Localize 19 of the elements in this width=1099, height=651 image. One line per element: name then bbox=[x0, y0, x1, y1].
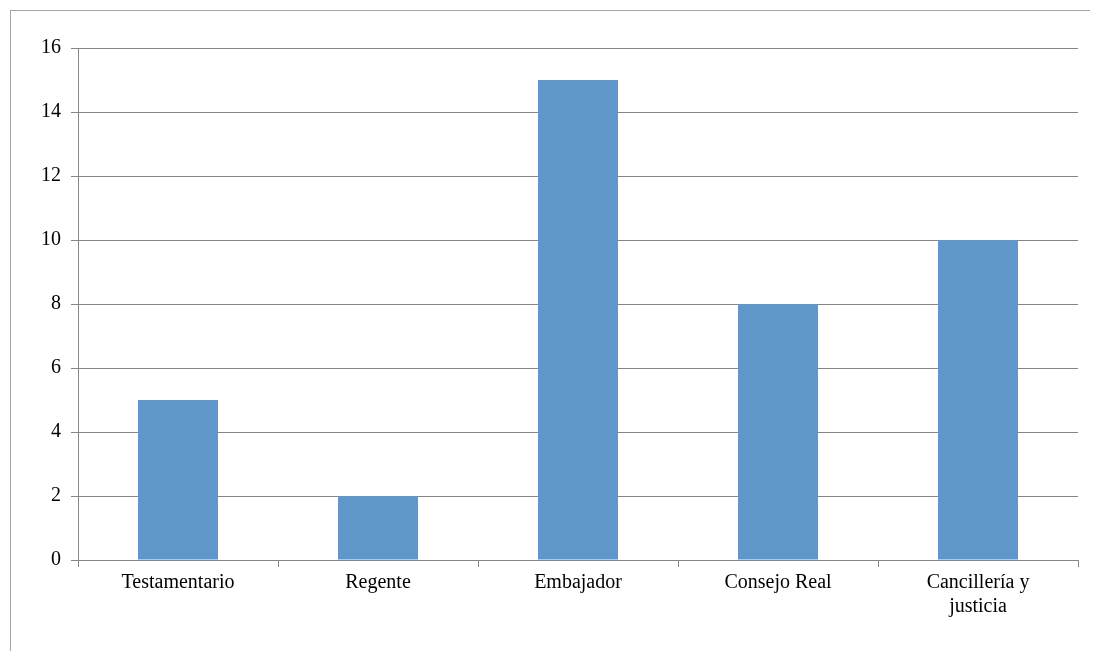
y-tick-label: 10 bbox=[41, 227, 61, 250]
y-tick-label: 6 bbox=[51, 355, 61, 378]
y-tick-label: 14 bbox=[41, 99, 61, 122]
bar bbox=[338, 496, 418, 560]
bar bbox=[738, 304, 818, 560]
x-tick-label: Embajador bbox=[534, 570, 623, 594]
bar bbox=[938, 240, 1018, 560]
y-tick-label: 4 bbox=[51, 419, 61, 442]
bar bbox=[538, 80, 618, 560]
bar bbox=[138, 400, 218, 560]
y-tick-label: 8 bbox=[51, 291, 61, 314]
x-tick-label: Regente bbox=[345, 570, 411, 594]
y-tick-label: 12 bbox=[41, 163, 61, 186]
y-tick-label: 0 bbox=[51, 547, 61, 570]
y-tick-label: 2 bbox=[51, 483, 61, 506]
x-tick-label: Cancillería y justicia bbox=[926, 570, 1030, 618]
x-tick-label: Consejo Real bbox=[724, 570, 833, 594]
x-tick-label: Testamentario bbox=[121, 570, 235, 593]
y-tick-label: 16 bbox=[41, 35, 61, 58]
